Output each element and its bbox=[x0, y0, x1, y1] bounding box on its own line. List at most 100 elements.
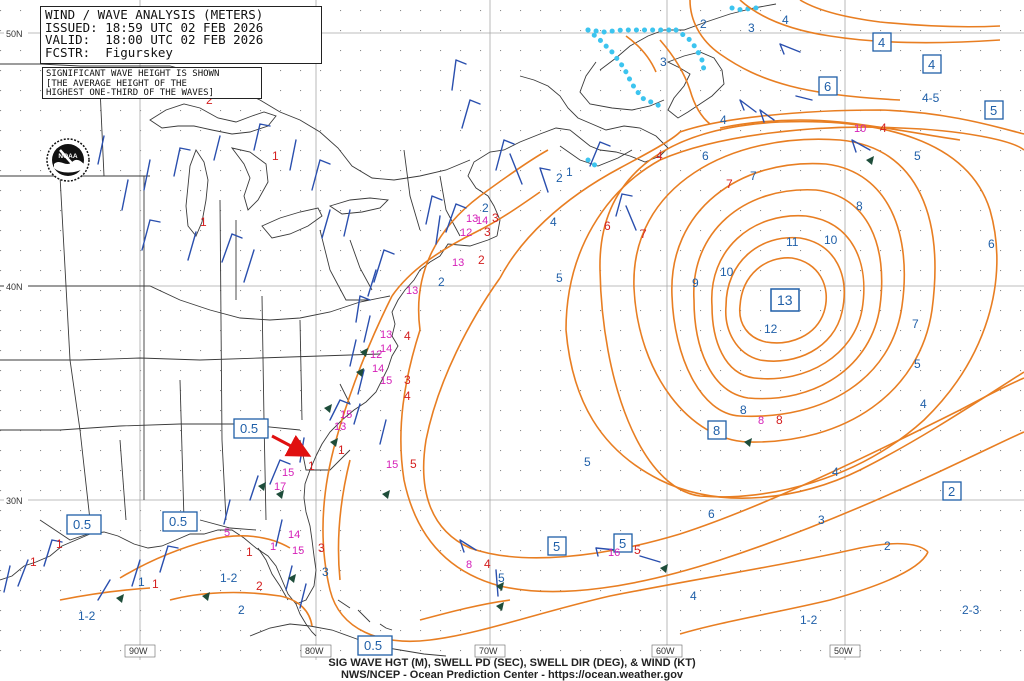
longitude-labels: 90W 80W 70W 60W 50W bbox=[124, 644, 861, 658]
swell-height-label: 8 bbox=[776, 413, 783, 427]
swell-period-label: 15 bbox=[340, 409, 352, 421]
contour-5-north bbox=[719, 119, 961, 141]
swell-height-label: 1 bbox=[152, 577, 159, 591]
swell-height-label: 6 bbox=[604, 219, 611, 233]
lon-label-90w: 90W bbox=[129, 646, 148, 656]
swell-height-label: 2 bbox=[478, 253, 485, 267]
logo-text: NOAA bbox=[58, 153, 77, 160]
header-panel: WIND / WAVE ANALYSIS (METERS) ISSUED: 18… bbox=[40, 6, 322, 64]
swell-height-label: 4 bbox=[656, 149, 663, 163]
swell-period-label: 14 bbox=[380, 343, 392, 355]
wind-barbs bbox=[3, 43, 871, 609]
land-outlines bbox=[0, 3, 777, 657]
lon-label-60w: 60W bbox=[656, 646, 675, 656]
swell-height-label: 1 bbox=[272, 149, 279, 163]
contour-11 bbox=[725, 236, 845, 362]
swell-period-label: 8 bbox=[466, 559, 472, 571]
swell-period-labels: 13 12 14 13 13 13 14 14 15 15 13 15 15 1… bbox=[224, 123, 866, 571]
wave-contours bbox=[59, 0, 1024, 642]
contour-label: 7 bbox=[750, 169, 757, 183]
contour-label: 4 bbox=[920, 397, 927, 411]
swell-height-label: 3 bbox=[318, 541, 325, 555]
contour-label: 2 bbox=[438, 275, 445, 289]
swell-period-label: 12 bbox=[370, 349, 382, 361]
swell-height-label: 2 bbox=[206, 93, 213, 107]
boxed-label-5-b: 5 bbox=[553, 539, 560, 554]
red-pointer-arrow bbox=[271, 434, 312, 457]
swell-height-label: 7 bbox=[640, 227, 647, 241]
contour-8 bbox=[671, 162, 906, 418]
boxed-label-4-a: 4 bbox=[878, 35, 885, 50]
contour-2-a bbox=[391, 191, 541, 297]
swell-height-labels: 1 1 1 1 1 1 1 1 2 2 2 3 3 3 3 4 4 4 4 5 … bbox=[30, 93, 887, 593]
contour-label: 1-2 bbox=[800, 613, 818, 627]
lat-label-30n: 30N bbox=[6, 496, 23, 506]
swell-height-label: 1 bbox=[338, 443, 345, 457]
swell-height-label: 1 bbox=[200, 215, 207, 229]
contour-7 bbox=[633, 138, 936, 443]
swell-height-label: 4 bbox=[484, 557, 491, 571]
lon-label-80w: 80W bbox=[305, 646, 324, 656]
note-line-2: [THE AVERAGE HEIGHT OF THE bbox=[46, 78, 187, 89]
contour-label: 4 bbox=[782, 13, 789, 27]
contour-label: 8 bbox=[856, 199, 863, 213]
swell-height-label: 3 bbox=[404, 373, 411, 387]
contour-label: 3 bbox=[818, 513, 825, 527]
footer-legend: SIG WAVE HGT (M), SWELL PD (SEC), SWELL … bbox=[328, 657, 696, 669]
contour-2-c bbox=[679, 551, 929, 635]
contour-label: 2 bbox=[238, 603, 245, 617]
contour-3-north bbox=[689, 0, 901, 101]
swell-height-label: 1 bbox=[56, 537, 63, 551]
boxed-label-5-a: 5 bbox=[990, 103, 997, 118]
contour-label: 1 bbox=[138, 575, 145, 589]
contour-2-gulf bbox=[169, 591, 313, 627]
swell-period-label: 10 bbox=[854, 123, 866, 135]
contour-12 bbox=[739, 257, 828, 344]
contour-label: 10 bbox=[824, 233, 838, 247]
issued-time: ISSUED: 18:59 UTC 02 FEB 2026 bbox=[45, 19, 264, 35]
lat-label-50n: 50N bbox=[6, 29, 23, 39]
swell-height-label: 3 bbox=[492, 211, 499, 225]
contour-label: 5 bbox=[914, 357, 921, 371]
contour-label: 1 bbox=[566, 165, 573, 179]
swell-arrows bbox=[116, 156, 874, 611]
latitude-labels: 50N 40N 30N bbox=[4, 28, 28, 506]
swell-height-label: 7 bbox=[726, 177, 733, 191]
swell-period-label: 15 bbox=[292, 545, 304, 557]
swell-height-label: 5 bbox=[634, 543, 641, 557]
contour-label: 3 bbox=[322, 565, 329, 579]
note-line-1: SIGNIFICANT WAVE HEIGHT IS SHOWN bbox=[46, 69, 220, 79]
swell-height-label: 5 bbox=[410, 457, 417, 471]
contour-label: 3 bbox=[748, 21, 755, 35]
contour-label: 2 bbox=[482, 201, 489, 215]
lon-label-50w: 50W bbox=[834, 646, 853, 656]
swell-period-label: 13 bbox=[406, 285, 418, 297]
contour-label: 4 bbox=[550, 215, 557, 229]
swell-height-label: 1 bbox=[308, 459, 315, 473]
boxed-label-5-c: 5 bbox=[619, 536, 626, 551]
note-line-3: HIGHEST ONE-THIRD OF THE WAVES] bbox=[46, 88, 214, 98]
swell-height-label: 1 bbox=[30, 555, 37, 569]
lat-label-40n: 40N bbox=[6, 282, 23, 292]
contour-label: 4 bbox=[690, 589, 697, 603]
contour-label: 6 bbox=[708, 507, 715, 521]
contour-4-b bbox=[422, 277, 1024, 559]
contour-3-b bbox=[400, 329, 1024, 593]
contour-label: 4 bbox=[720, 113, 727, 127]
boxed-label-2: 2 bbox=[948, 484, 955, 499]
contour-2-nl bbox=[625, 35, 657, 73]
swell-period-label: 13 bbox=[334, 421, 346, 433]
contour-label: 11 bbox=[786, 235, 799, 249]
contour-label: 2-3 bbox=[962, 603, 980, 617]
contour-label: 4-5 bbox=[922, 91, 940, 105]
contour-label: 10 bbox=[720, 265, 734, 279]
contour-label: 2 bbox=[884, 539, 891, 553]
contour-5-a bbox=[565, 126, 1024, 331]
swell-period-label: 12 bbox=[460, 227, 472, 239]
swell-period-label: 16 bbox=[608, 547, 620, 559]
contour-label: 2 bbox=[700, 17, 707, 31]
footer-credit: NWS/NCEP - Ocean Prediction Center - htt… bbox=[340, 669, 684, 681]
contour-2-gulf-west bbox=[59, 587, 151, 601]
contour-label: 5 bbox=[584, 455, 591, 469]
